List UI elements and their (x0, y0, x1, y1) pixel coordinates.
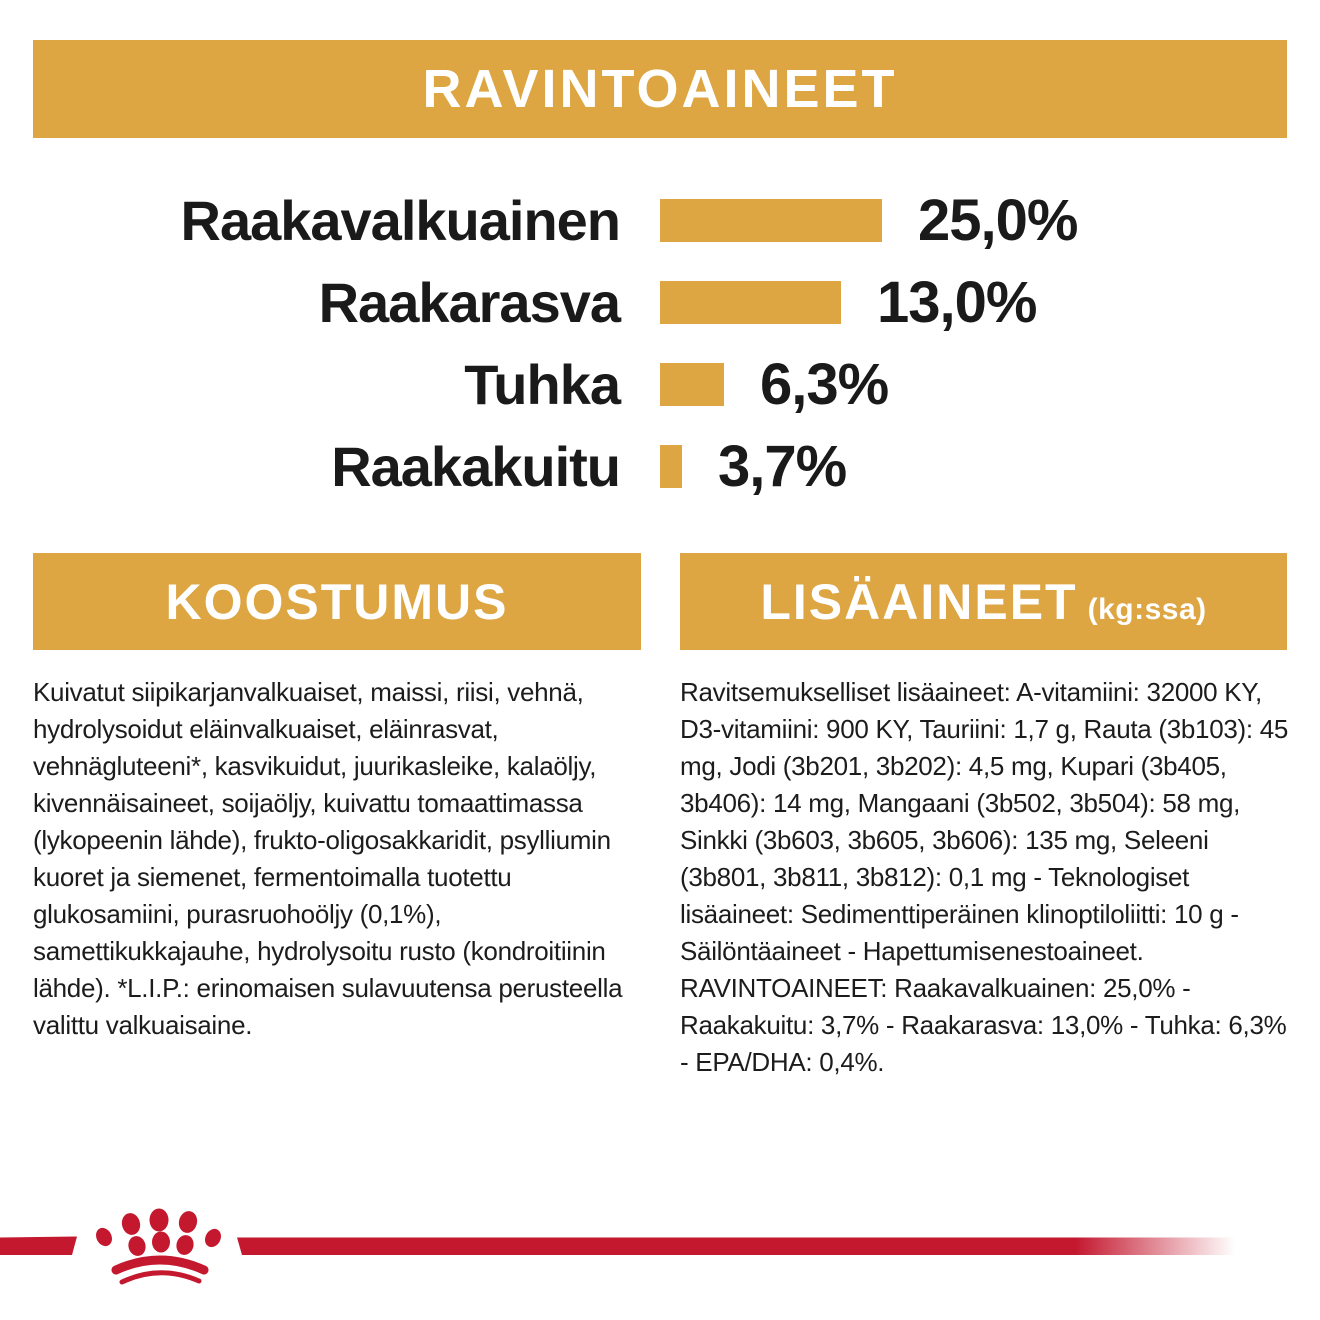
nutrients-bar-chart: Raakavalkuainen 25,0% Raakarasva 13,0% T… (0, 188, 1320, 527)
composition-text: Kuivatut siipikarjanvalkuaiset, maissi, … (33, 677, 623, 1040)
nutrients-banner: RAVINTOAINEET (33, 40, 1287, 138)
chart-label: Tuhka (464, 353, 621, 416)
composition-title: KOOSTUMUS (165, 573, 509, 630)
chart-label: Raakakuitu (331, 435, 621, 498)
additives-title-suffix: (kg:ssa) (1087, 592, 1207, 626)
chart-value: 6,3% (760, 352, 889, 417)
chart-row-ash: Tuhka 6,3% (0, 352, 1320, 417)
additives-title: LISÄAINEET (kg:ssa) (760, 573, 1206, 631)
royal-canin-crown-logo (96, 1208, 221, 1285)
chart-label: Raakarasva (318, 271, 621, 334)
red-stripe (0, 1236, 1235, 1255)
chart-row-fibre: Raakakuitu 3,7% (0, 434, 1320, 499)
chart-label: Raakavalkuainen (180, 189, 621, 252)
chart-value: 13,0% (877, 270, 1037, 335)
chart-value: 3,7% (718, 434, 847, 499)
chart-row-protein: Raakavalkuainen 25,0% (0, 188, 1320, 253)
nutrients-banner-title: RAVINTOAINEET (422, 59, 898, 119)
additives-title-main: LISÄAINEET (760, 573, 1078, 630)
additives-banner: LISÄAINEET (kg:ssa) (680, 553, 1287, 650)
brand-footer-strip (0, 1208, 1235, 1285)
composition-banner: KOOSTUMUS (33, 553, 641, 650)
chart-bar (660, 281, 841, 324)
additives-text: Ravitsemukselliset lisäaineet: A-vitamii… (680, 677, 1289, 1077)
chart-bar (660, 445, 682, 488)
chart-value: 25,0% (918, 188, 1078, 253)
chart-bar (660, 199, 882, 242)
chart-row-fat: Raakarasva 13,0% (0, 270, 1320, 335)
chart-bar (660, 363, 724, 406)
